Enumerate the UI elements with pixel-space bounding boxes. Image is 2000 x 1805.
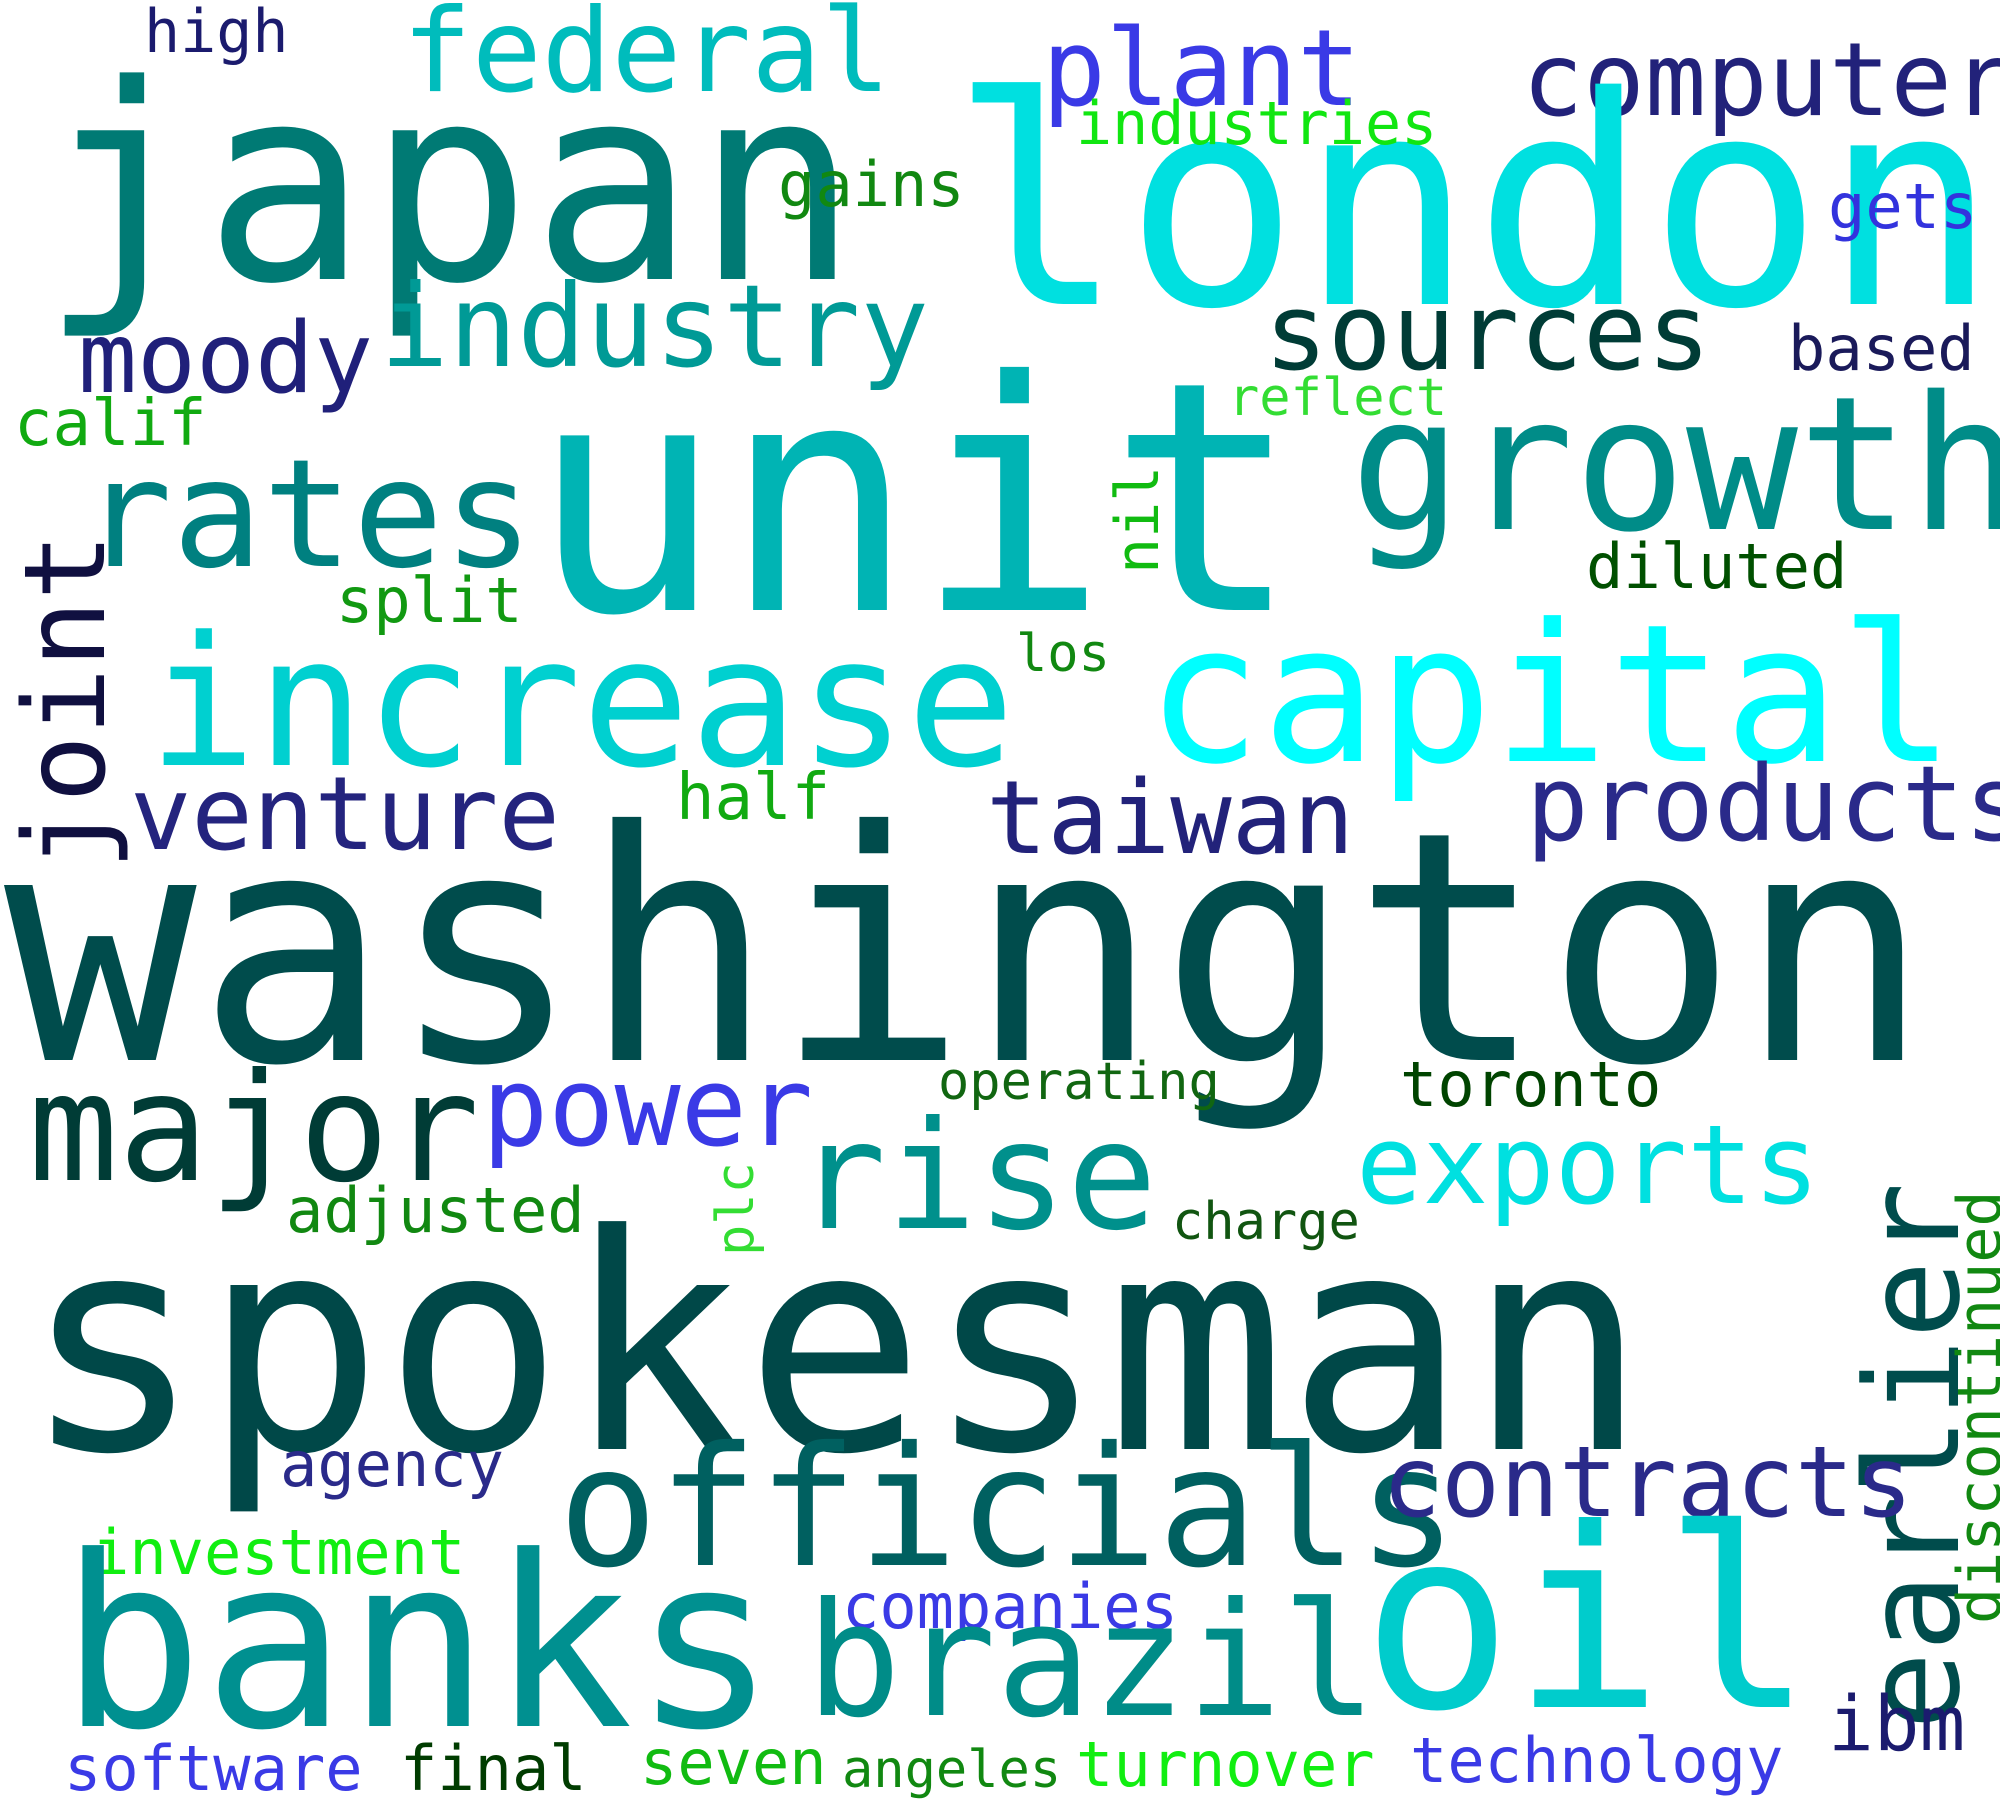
word-oil: oil bbox=[1362, 1475, 1814, 1766]
word-exports: exports bbox=[1356, 1101, 1820, 1229]
word-based: based bbox=[1788, 312, 1975, 385]
word-federal: federal bbox=[402, 0, 891, 119]
word-rates: rates bbox=[82, 428, 534, 602]
word-brazil: brazil bbox=[806, 1569, 1377, 1753]
word-nil: nil bbox=[1103, 465, 1173, 574]
word-companies: companies bbox=[842, 1570, 1178, 1643]
word-venture: venture bbox=[130, 755, 560, 874]
word-computer: computer bbox=[1522, 21, 2000, 140]
word-capital: capital bbox=[1146, 584, 1956, 807]
word-high: high bbox=[144, 0, 289, 67]
word-los: los bbox=[1016, 624, 1110, 684]
word-agency: agency bbox=[280, 1428, 504, 1501]
word-major: major bbox=[28, 1042, 480, 1216]
word-banks: banks bbox=[60, 1506, 777, 1783]
word-investment: investment bbox=[92, 1516, 466, 1589]
word-ibm: ibm bbox=[1828, 1679, 1966, 1768]
word-plant: plant bbox=[1042, 7, 1362, 130]
word-officials: officials bbox=[558, 1412, 1458, 1605]
word-industries: industries bbox=[1076, 89, 1438, 159]
word-washington: washington bbox=[4, 764, 1931, 1136]
word-split: split bbox=[336, 564, 523, 637]
word-software: software bbox=[64, 1732, 363, 1805]
word-diluted: diluted bbox=[1586, 530, 1848, 603]
word-toronto: toronto bbox=[1400, 1048, 1662, 1121]
word-final: final bbox=[400, 1732, 587, 1805]
word-growth: growth bbox=[1350, 356, 2000, 573]
word-discontinued: discontinued bbox=[1945, 1190, 2000, 1624]
word-spokesman: spokesman bbox=[22, 1171, 1648, 1520]
word-charge: charge bbox=[1172, 1192, 1360, 1252]
word-rise: rise bbox=[796, 1090, 1158, 1264]
word-power: power bbox=[482, 1043, 814, 1171]
word-seven: seven bbox=[640, 1726, 827, 1799]
word-increase: increase bbox=[148, 599, 1015, 808]
word-moody: moody bbox=[78, 302, 374, 416]
word-adjusted: adjusted bbox=[286, 1174, 585, 1247]
word-japan: japan bbox=[40, 28, 859, 344]
word-industry: industry bbox=[380, 260, 930, 393]
word-unit: unit bbox=[530, 314, 1301, 686]
word-gains: gains bbox=[778, 148, 965, 221]
word-angeles: angeles bbox=[842, 1740, 1062, 1800]
word-reflect: reflect bbox=[1228, 368, 1448, 428]
word-sources: sources bbox=[1264, 271, 1711, 394]
word-turnover: turnover bbox=[1076, 1728, 1375, 1801]
word-london: london bbox=[950, 36, 1998, 373]
word-gets: gets bbox=[1828, 170, 1978, 243]
word-contracts: contracts bbox=[1382, 1426, 1914, 1540]
word-products: products bbox=[1526, 743, 2000, 865]
word-half: half bbox=[676, 761, 831, 835]
word-operating: operating bbox=[938, 1052, 1220, 1112]
word-taiwan: taiwan bbox=[986, 759, 1355, 878]
word-calif: calif bbox=[14, 387, 207, 461]
word-technology: technology bbox=[1410, 1724, 1784, 1797]
